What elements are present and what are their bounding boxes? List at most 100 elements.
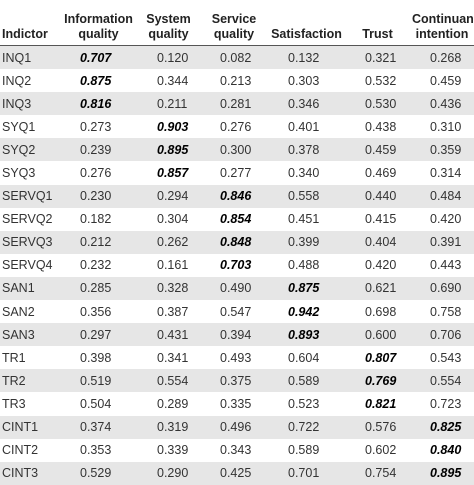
- column-header: Service quality: [200, 0, 268, 46]
- loading-cell: 0.353: [80, 443, 112, 458]
- loading-cell: 0.268: [430, 50, 462, 65]
- loading-cell: 0.344: [157, 73, 189, 88]
- loading-cell: 0.415: [365, 212, 397, 227]
- loading-cell: 0.404: [365, 235, 397, 250]
- indicator-cell: TR1: [2, 350, 26, 365]
- loading-cell: 0.438: [365, 119, 397, 134]
- column-header: Information quality: [60, 0, 137, 46]
- indicator-cell: SERVQ2: [2, 212, 53, 227]
- loading-cell: 0.893: [288, 327, 320, 342]
- loading-cell: 0.398: [80, 350, 112, 365]
- indicator-cell: SAN2: [2, 304, 35, 319]
- loading-cell: 0.469: [365, 166, 397, 181]
- loading-cell: 0.690: [430, 281, 462, 296]
- loading-cell: 0.621: [365, 281, 397, 296]
- loading-cell: 0.335: [220, 396, 252, 411]
- table-row: SYQ1 0.273 0.903 0.276 0.401 0.438 0.310: [0, 115, 474, 138]
- indicator-cell: CINT2: [2, 443, 39, 458]
- loading-cell: 0.875: [288, 281, 320, 296]
- loading-cell: 0.303: [288, 73, 320, 88]
- table-row: SYQ2 0.239 0.895 0.300 0.378 0.459 0.359: [0, 138, 474, 162]
- loading-cell: 0.523: [288, 396, 320, 411]
- loading-cell: 0.816: [80, 96, 112, 111]
- table-row: CINT3 0.529 0.290 0.425 0.701 0.754 0.895: [0, 461, 474, 485]
- loading-cell: 0.758: [430, 304, 462, 319]
- loading-cell: 0.082: [220, 50, 252, 65]
- loading-cell: 0.490: [220, 281, 252, 296]
- table-header: Indictor Information quality System qualit…: [0, 0, 474, 46]
- loading-cell: 0.120: [157, 50, 189, 65]
- loading-cell: 0.230: [80, 189, 112, 204]
- loading-cell: 0.604: [288, 350, 320, 365]
- table-row: SAN3 0.297 0.431 0.394 0.893 0.600 0.706: [0, 323, 474, 347]
- loading-cell: 0.857: [157, 166, 189, 181]
- loading-cell: 0.276: [220, 119, 252, 134]
- column-header: Trust: [345, 0, 410, 46]
- loading-cell: 0.375: [220, 373, 252, 388]
- loading-cell: 0.723: [430, 396, 462, 411]
- loading-cell: 0.529: [80, 466, 112, 481]
- loading-cell: 0.707: [80, 50, 112, 65]
- table-row: SAN2 0.356 0.387 0.547 0.942 0.698 0.758: [0, 300, 474, 323]
- indicator-cell: SERVQ4: [2, 258, 53, 273]
- table-row: INQ1 0.707 0.120 0.082 0.132 0.321 0.268: [0, 45, 474, 70]
- column-header: Continuance intention: [410, 0, 474, 46]
- loading-cell: 0.754: [365, 466, 397, 481]
- loading-cell: 0.420: [365, 258, 397, 273]
- loading-cell: 0.825: [430, 420, 462, 435]
- indicator-cell: INQ2: [2, 73, 32, 88]
- loading-cell: 0.942: [288, 304, 320, 319]
- indicator-cell: SYQ3: [2, 166, 36, 181]
- loading-cell: 0.212: [80, 235, 112, 250]
- loading-cell: 0.706: [430, 327, 462, 342]
- loading-cell: 0.722: [288, 420, 320, 435]
- loading-cell: 0.875: [80, 73, 112, 88]
- loading-cell: 0.319: [157, 420, 189, 435]
- indicator-cell: CINT1: [2, 420, 39, 435]
- loading-cell: 0.300: [220, 142, 252, 157]
- loading-cell: 0.848: [220, 235, 252, 250]
- loading-cell: 0.314: [430, 166, 462, 181]
- loading-cell: 0.328: [157, 281, 189, 296]
- loading-cell: 0.854: [220, 212, 252, 227]
- loading-cell: 0.589: [288, 443, 320, 458]
- loading-cell: 0.277: [220, 166, 252, 181]
- loading-cell: 0.440: [365, 189, 397, 204]
- loading-cell: 0.401: [288, 119, 320, 134]
- indicator-cell: INQ3: [2, 96, 32, 111]
- table-row: INQ3 0.816 0.211 0.281 0.346 0.530 0.436: [0, 92, 474, 116]
- loading-cell: 0.262: [157, 235, 189, 250]
- loading-cell: 0.289: [157, 396, 189, 411]
- loading-cell: 0.895: [157, 142, 189, 157]
- loading-cell: 0.290: [157, 466, 189, 481]
- indicator-cell: SAN1: [2, 281, 35, 296]
- indicator-cell: SERVQ3: [2, 235, 53, 250]
- loading-cell: 0.484: [430, 189, 462, 204]
- loading-cell: 0.576: [365, 420, 397, 435]
- loading-cell: 0.399: [288, 235, 320, 250]
- loading-cell: 0.895: [430, 466, 462, 481]
- loading-cell: 0.211: [157, 96, 188, 111]
- loading-cell: 0.488: [288, 258, 320, 273]
- loading-cell: 0.496: [220, 420, 252, 435]
- table-row: TR1 0.398 0.341 0.493 0.604 0.807 0.543: [0, 346, 474, 369]
- loading-cell: 0.846: [220, 189, 252, 204]
- column-header: System quality: [137, 0, 200, 46]
- table-row: SERVQ4 0.232 0.161 0.703 0.488 0.420 0.443: [0, 254, 474, 277]
- loading-cell: 0.504: [80, 396, 112, 411]
- loading-cell: 0.273: [80, 119, 112, 134]
- loading-cell: 0.443: [430, 258, 462, 273]
- indicator-cell: SERVQ1: [2, 189, 53, 204]
- indicator-cell: SYQ1: [2, 119, 36, 134]
- loading-cell: 0.394: [220, 327, 252, 342]
- loading-cell: 0.698: [365, 304, 397, 319]
- table-row: INQ2 0.875 0.344 0.213 0.303 0.532 0.459: [0, 69, 474, 92]
- table-row: SERVQ3 0.212 0.262 0.848 0.399 0.404 0.391: [0, 230, 474, 254]
- loading-cell: 0.543: [430, 350, 462, 365]
- indicator-cell: INQ1: [2, 50, 32, 65]
- table-row: CINT2 0.353 0.339 0.343 0.589 0.602 0.840: [0, 439, 474, 462]
- loading-cell: 0.213: [220, 73, 252, 88]
- loading-cell: 0.341: [157, 350, 189, 365]
- loading-cell: 0.459: [430, 73, 462, 88]
